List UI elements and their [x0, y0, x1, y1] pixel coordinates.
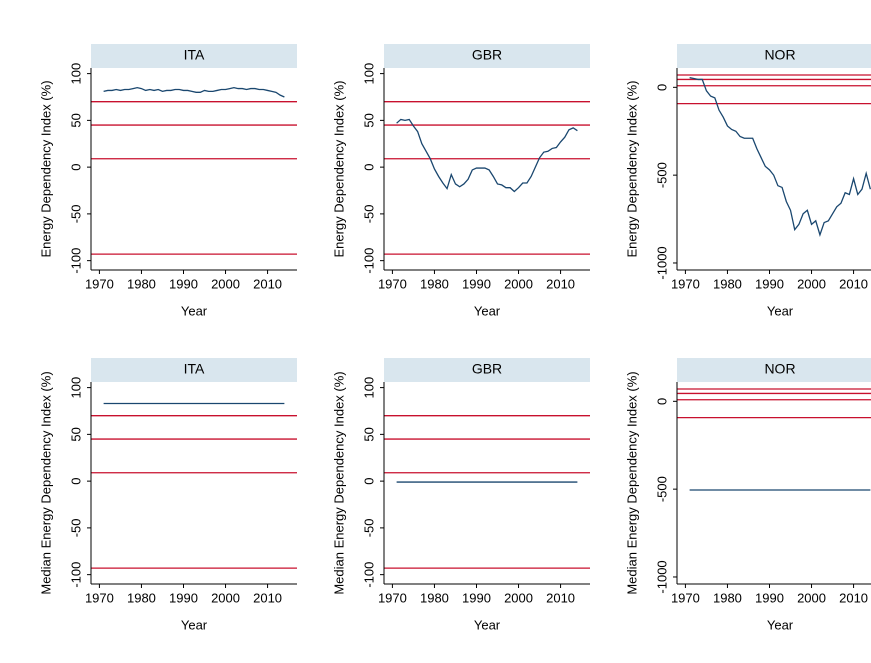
- x-tick-label: 1970: [378, 590, 407, 605]
- y-tick-label: 0: [654, 398, 669, 405]
- y-tick-label: 0: [68, 164, 83, 171]
- x-axis-label: Year: [474, 303, 501, 318]
- y-axis-label: Energy Dependency Index (%): [624, 80, 639, 257]
- y-tick-label: 0: [361, 164, 376, 171]
- x-tick-label: 2010: [253, 590, 282, 605]
- x-tick-label: 2010: [839, 590, 868, 605]
- x-tick-label: 1970: [85, 276, 114, 291]
- x-tick-label: 2000: [797, 590, 826, 605]
- y-tick-label: -50: [361, 518, 376, 537]
- x-tick-label: 2000: [797, 276, 826, 291]
- x-tick-label: 2010: [253, 276, 282, 291]
- y-tick-label: -50: [68, 204, 83, 223]
- y-tick-label: -100: [68, 562, 83, 588]
- data-line: [689, 77, 871, 237]
- y-axis-label: Median Energy Dependency Index (%): [331, 371, 346, 594]
- y-tick-label: -50: [361, 204, 376, 223]
- panel-header: [384, 358, 590, 382]
- x-tick-label: 1990: [755, 276, 784, 291]
- panel-header: [91, 358, 297, 382]
- x-tick-label: 1980: [420, 276, 449, 291]
- y-axis-label: Median Energy Dependency Index (%): [38, 371, 53, 594]
- x-tick-label: 2000: [504, 590, 533, 605]
- x-axis-label: Year: [767, 617, 794, 632]
- x-tick-label: 2010: [546, 276, 575, 291]
- y-tick-label: -1000: [654, 560, 669, 593]
- y-tick-label: 0: [361, 478, 376, 485]
- panel-header: [677, 358, 871, 382]
- x-tick-label: 2000: [211, 276, 240, 291]
- x-tick-label: 1990: [462, 590, 491, 605]
- x-tick-label: 1990: [169, 590, 198, 605]
- panel-title: ITA: [184, 361, 205, 377]
- y-tick-label: -1000: [654, 246, 669, 279]
- x-axis-label: Year: [181, 617, 208, 632]
- x-tick-label: 1970: [671, 276, 700, 291]
- y-axis-label: Energy Dependency Index (%): [38, 80, 53, 257]
- y-tick-label: 50: [68, 113, 83, 127]
- x-tick-label: 1980: [713, 590, 742, 605]
- y-axis-label: Energy Dependency Index (%): [331, 80, 346, 257]
- y-tick-label: -100: [361, 248, 376, 274]
- y-tick-label: -500: [654, 162, 669, 188]
- panel-header: [91, 44, 297, 68]
- x-tick-label: 2000: [504, 276, 533, 291]
- x-tick-label: 1980: [713, 276, 742, 291]
- x-tick-label: 1990: [169, 276, 198, 291]
- y-axis-label: Median Energy Dependency Index (%): [624, 371, 639, 594]
- x-tick-label: 1970: [671, 590, 700, 605]
- y-tick-label: 100: [68, 377, 83, 399]
- panel-header: [384, 44, 590, 68]
- y-tick-label: 50: [361, 113, 376, 127]
- y-tick-label: 0: [68, 478, 83, 485]
- y-tick-label: -100: [68, 248, 83, 274]
- y-tick-label: 50: [361, 427, 376, 441]
- x-axis-label: Year: [474, 617, 501, 632]
- x-tick-label: 2010: [546, 590, 575, 605]
- x-axis-label: Year: [767, 303, 794, 318]
- x-tick-label: 1990: [462, 276, 491, 291]
- panel-title: GBR: [472, 361, 502, 377]
- y-tick-label: 100: [361, 377, 376, 399]
- data-line: [396, 118, 578, 193]
- x-tick-label: 1970: [378, 276, 407, 291]
- y-tick-label: 50: [68, 427, 83, 441]
- panel-title: NOR: [764, 47, 795, 63]
- x-axis-label: Year: [181, 303, 208, 318]
- x-tick-label: 2000: [211, 590, 240, 605]
- x-tick-label: 1990: [755, 590, 784, 605]
- y-tick-label: 100: [68, 63, 83, 85]
- panel-header: [677, 44, 871, 68]
- x-tick-label: 1970: [85, 590, 114, 605]
- panel-title: ITA: [184, 47, 205, 63]
- y-tick-label: 0: [654, 84, 669, 91]
- panel-title: NOR: [764, 361, 795, 377]
- x-tick-label: 2010: [839, 276, 868, 291]
- x-tick-label: 1980: [420, 590, 449, 605]
- y-tick-label: 100: [361, 63, 376, 85]
- data-line: [103, 86, 285, 98]
- x-tick-label: 1980: [127, 276, 156, 291]
- y-tick-label: -50: [68, 518, 83, 537]
- y-tick-label: -500: [654, 476, 669, 502]
- y-tick-label: -100: [361, 562, 376, 588]
- x-tick-label: 1980: [127, 590, 156, 605]
- panel-title: GBR: [472, 47, 502, 63]
